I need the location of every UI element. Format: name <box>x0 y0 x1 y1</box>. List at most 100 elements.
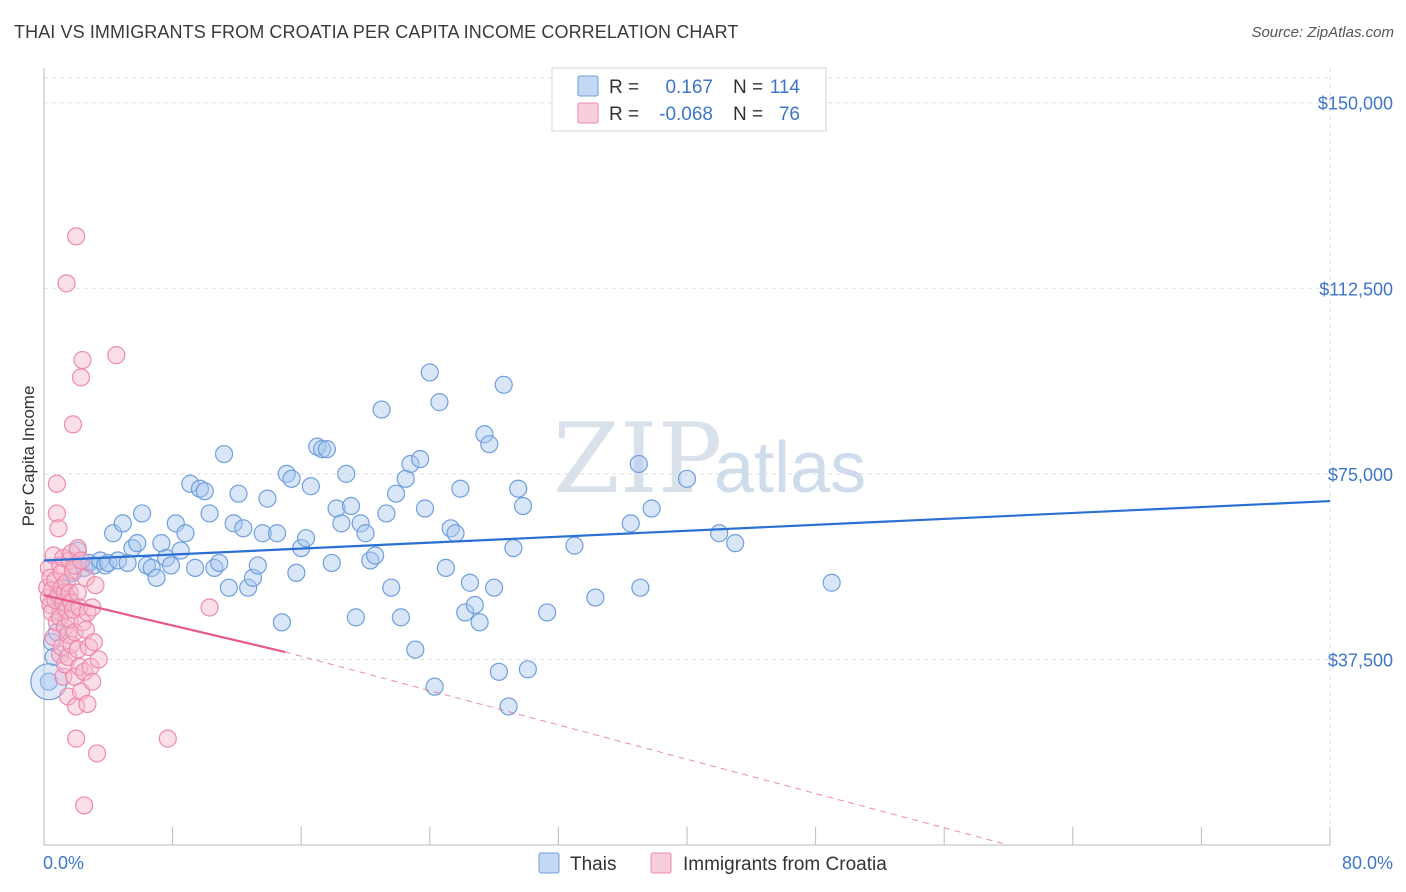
legend-r-value-2: -0.068 <box>659 104 713 125</box>
thais-point-37 <box>210 553 229 573</box>
thais-point-28 <box>166 514 185 533</box>
thais-point-64 <box>346 608 365 627</box>
thais-point-52 <box>287 563 306 582</box>
thais-point-58 <box>317 440 337 459</box>
y-tick-label-3: $150,000 <box>1318 94 1393 114</box>
thais-point-91 <box>480 435 499 454</box>
croatia-point-11 <box>47 474 66 493</box>
correlation-legend: R = 0.167 N = 114 R = -0.068 N = 76 <box>551 67 827 132</box>
thais-point-27 <box>161 556 181 575</box>
thais-point-110 <box>822 573 841 592</box>
thais-point-30 <box>176 524 195 543</box>
y-tick-label-1: $75,000 <box>1328 465 1393 485</box>
thais-point-0 <box>39 672 58 691</box>
watermark: ZIP atlas <box>553 403 866 515</box>
thais-point-106 <box>642 499 661 518</box>
croatia-point-54 <box>71 368 91 387</box>
croatia-point-28 <box>57 274 76 293</box>
bottom-legend-croatia: Immigrants from Croatia <box>683 854 887 875</box>
croatia-point-14 <box>49 519 68 538</box>
thais-point-75 <box>401 454 420 474</box>
legend-r-label-1: R = <box>609 77 639 98</box>
croatia-point-74 <box>158 729 177 748</box>
legend-n-value-2: 76 <box>779 104 800 125</box>
thais-point-101 <box>565 536 584 555</box>
thais-point-49 <box>272 613 292 632</box>
thais-point-51 <box>282 469 301 488</box>
thais-point-66 <box>356 524 375 543</box>
thais-point-54 <box>296 529 316 548</box>
y-axis-label: Per Capita Income <box>19 386 38 527</box>
thais-point-22 <box>137 556 156 575</box>
thais-point-82 <box>436 558 455 577</box>
thais-point-33 <box>190 479 210 498</box>
thais-point-99 <box>518 660 537 679</box>
x-tick-labels: 0.0% 80.0% <box>43 853 1393 873</box>
thais-point-105 <box>631 578 650 597</box>
bottom-legend-thais: Thais <box>570 854 616 875</box>
thais-point-17 <box>113 514 132 533</box>
thais-point-84 <box>446 524 465 543</box>
thais-point-97 <box>509 479 528 498</box>
thais-point-39 <box>219 578 238 597</box>
thais-point-23 <box>142 558 161 577</box>
croatia-point-72 <box>89 650 108 669</box>
croatia-trend-line <box>43 594 286 654</box>
thais-point-46 <box>253 524 272 543</box>
croatia-point-68 <box>83 672 102 691</box>
thais-point-29 <box>171 541 190 560</box>
croatia-point-61 <box>76 568 95 587</box>
bottom-legend-swatch-thais <box>538 852 560 874</box>
thais-point-94 <box>494 375 513 394</box>
thais-point-80 <box>425 677 444 696</box>
y-tick-label-0: $37,500 <box>1328 650 1393 670</box>
croatia-point-73 <box>107 346 126 365</box>
croatia-point-40 <box>63 415 83 434</box>
series-legend: Thais Immigrants from Croatia <box>538 852 887 875</box>
thais-point-79 <box>420 363 439 382</box>
thais-point-55 <box>301 477 320 496</box>
legend-swatch-croatia <box>577 102 599 124</box>
thais-point-86 <box>456 603 475 622</box>
thais-point-103 <box>621 514 640 533</box>
thais-point-31 <box>181 474 200 493</box>
thais-point-70 <box>377 504 396 523</box>
thais-point-38 <box>214 444 234 464</box>
thais-point-72 <box>386 484 406 503</box>
thais-point-47 <box>258 489 277 508</box>
croatia-point-70 <box>86 576 105 595</box>
legend-r-label-2: R = <box>609 104 639 125</box>
thais-point-96 <box>504 538 523 558</box>
x-tick-label-1: 80.0% <box>1342 853 1393 873</box>
thais-point-76 <box>406 640 425 659</box>
croatia-point-12 <box>47 504 66 523</box>
thais-point-65 <box>351 514 370 533</box>
thais-point-98 <box>513 496 533 516</box>
thais-point-57 <box>312 440 332 459</box>
legend-swatch-thais <box>577 75 599 97</box>
thais-point-102 <box>586 588 605 607</box>
thais-point-85 <box>451 479 470 498</box>
thais-points <box>30 363 841 716</box>
croatia-point-69 <box>84 633 103 652</box>
watermark-zip: ZIP <box>553 403 722 515</box>
croatia-trend-extension <box>284 651 1009 846</box>
thais-point-43 <box>239 578 258 597</box>
thais-point-81 <box>430 393 449 412</box>
thais-point-68 <box>366 546 385 565</box>
legend-n-label-1: N = <box>733 77 763 98</box>
bottom-legend-swatch-croatia <box>650 852 672 874</box>
thais-point-41 <box>229 484 248 503</box>
thais-point-59 <box>322 553 341 573</box>
thais-point-42 <box>234 519 253 538</box>
thais-point-69 <box>372 400 391 419</box>
thais-point-78 <box>415 499 435 518</box>
thais-point-107 <box>677 469 697 488</box>
chart-title: THAI VS IMMIGRANTS FROM CROATIA PER CAPI… <box>14 22 739 42</box>
thais-point-77 <box>411 449 430 469</box>
thais-point-108 <box>710 524 729 543</box>
thais-point-73 <box>391 608 410 627</box>
thais-point-87 <box>460 573 480 592</box>
thais-point-34 <box>195 482 214 501</box>
legend-n-value-1: 114 <box>770 77 801 98</box>
